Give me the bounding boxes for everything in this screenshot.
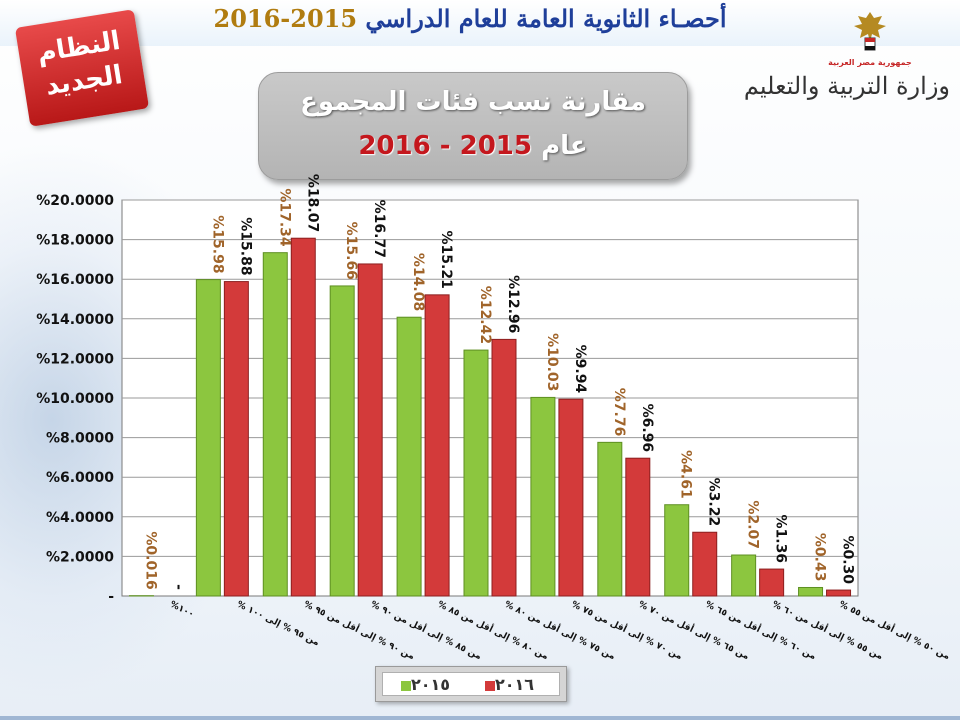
x-category-label: من ٥٥ % إلى أقل من ٦٠ % (770, 598, 885, 662)
bar-2015 (798, 586, 824, 597)
y-tick-label: %16.0000 (36, 272, 114, 288)
chart-legend: ٢٠١٦ ٢٠١٥ (375, 666, 567, 702)
data-label-2015: %15.98 (209, 215, 225, 273)
bar-2016 (424, 294, 450, 597)
bar-2016 (692, 531, 718, 597)
y-tick-label: - (108, 589, 114, 605)
bar-2016 (290, 237, 316, 597)
data-label-2015: %7.76 (611, 388, 627, 437)
data-label-2016: %9.94 (572, 345, 588, 394)
data-label-2016: %6.96 (639, 404, 655, 453)
bar-2016 (558, 398, 584, 597)
chart-title-year: 2015 - 2016 (358, 131, 532, 161)
x-category-label: من ٦٠ % إلى أقل من ٦٥ % (703, 598, 818, 662)
y-tick-label: %4.0000 (46, 510, 114, 526)
bar-2015 (195, 279, 221, 597)
data-label-2015: %17.34 (276, 188, 292, 247)
bar-2015 (597, 441, 623, 597)
x-category-label: من ٥٠ % إلى أقل من ٥٥ % (837, 598, 952, 662)
bar-2015 (262, 252, 288, 597)
chart-title-line-2: عام 2015 - 2016 (259, 131, 687, 161)
eagle-emblem-icon (854, 12, 886, 51)
x-category-label: من ٨٥ % إلى أقل من ٩٠ % (369, 598, 484, 662)
bar-2016 (826, 589, 852, 597)
bar-2015 (463, 349, 489, 597)
y-tick-label: %14.0000 (36, 312, 114, 328)
legend-label-2016: ٢٠١٦ (495, 675, 535, 694)
chart-title-line-1: مقارنة نسب فئات المجموع (300, 87, 646, 117)
x-category-label: من ٦٥ % إلى أقل من ٧٠ % (637, 598, 752, 662)
bar-2015 (396, 316, 422, 597)
header-band (0, 0, 960, 46)
data-label-2015: %14.08 (410, 253, 426, 311)
x-category-label: من ٨٠ % إلى أقل من ٨٥ % (436, 598, 551, 662)
ministry-logo: جمهورية مصر العربية وزارة التربية والتعل… (743, 6, 950, 116)
data-label-2016: %15.21 (438, 231, 454, 289)
data-label-2015: %0.016 (142, 531, 158, 589)
logo-caption: جمهورية مصر العربية (828, 58, 912, 67)
data-label-2015: %15.66 (343, 222, 359, 280)
data-label-2016: %0.30 (840, 535, 856, 584)
data-label-2015: %0.43 (812, 533, 828, 582)
x-category-label: من ٩٠ % إلى أقل من ٩٥ % (302, 598, 417, 662)
data-label-2016: %18.07 (304, 174, 320, 232)
y-tick-label: %18.0000 (36, 233, 114, 249)
chart-legend-inner: ٢٠١٦ ٢٠١٥ (382, 672, 560, 696)
bar-2015 (731, 554, 757, 597)
y-tick-label: %20.0000 (36, 193, 114, 209)
x-category-label: ١٠٠% (168, 600, 195, 620)
y-tick-label: %2.0000 (46, 549, 114, 565)
data-label-2016: %12.96 (505, 275, 521, 333)
x-category-label: من ٧٠ % إلى أقل من ٧٥ % (570, 598, 685, 662)
logo-ministry-name: وزارة التربية والتعليم (743, 72, 950, 100)
data-label-2015: %10.03 (544, 333, 560, 391)
legend-item-2016: ٢٠١٦ (481, 675, 535, 694)
legend-swatch-2016 (485, 680, 495, 691)
page-title-text: أحصـاء الثانوية العامة للعام الدراسي (365, 4, 727, 33)
chart-title-year-prefix: عام (541, 131, 588, 161)
y-tick-label: %6.0000 (46, 470, 114, 486)
bar-2015 (664, 504, 690, 597)
bar-2016 (759, 568, 785, 597)
y-tick-label: %10.0000 (36, 391, 114, 407)
data-label-2015: %12.42 (477, 286, 493, 344)
data-label-2016: %16.77 (371, 200, 387, 258)
legend-item-2015: ٢٠١٥ (397, 675, 451, 694)
data-label-2015: %2.07 (745, 500, 761, 549)
data-label-2016: %15.88 (237, 217, 253, 275)
bar-2015 (329, 285, 355, 597)
bar-2016 (357, 263, 383, 597)
bar-2015 (530, 396, 556, 597)
page-title-year: 2015-2016 (213, 4, 358, 33)
chart-title-box: مقارنة نسب فئات المجموع عام 2015 - 2016 (258, 72, 688, 180)
data-label-2016: %3.22 (706, 478, 722, 527)
bar-2016 (491, 338, 517, 597)
page-title: أحصـاء الثانوية العامة للعام الدراسي 201… (200, 4, 740, 33)
bar-2016 (223, 281, 249, 597)
data-label-2016: - (170, 584, 186, 590)
data-label-2016: %1.36 (773, 514, 789, 563)
legend-label-2015: ٢٠١٥ (411, 675, 451, 694)
footer-line (0, 716, 960, 720)
y-tick-label: %12.0000 (36, 351, 114, 367)
bar-2016 (625, 457, 651, 597)
y-tick-label: %8.0000 (46, 431, 114, 447)
legend-swatch-2015 (401, 680, 411, 691)
data-label-2015: %4.61 (678, 450, 694, 499)
x-category-label: من ٧٥ % إلى أقل من ٨٠ % (503, 598, 618, 662)
